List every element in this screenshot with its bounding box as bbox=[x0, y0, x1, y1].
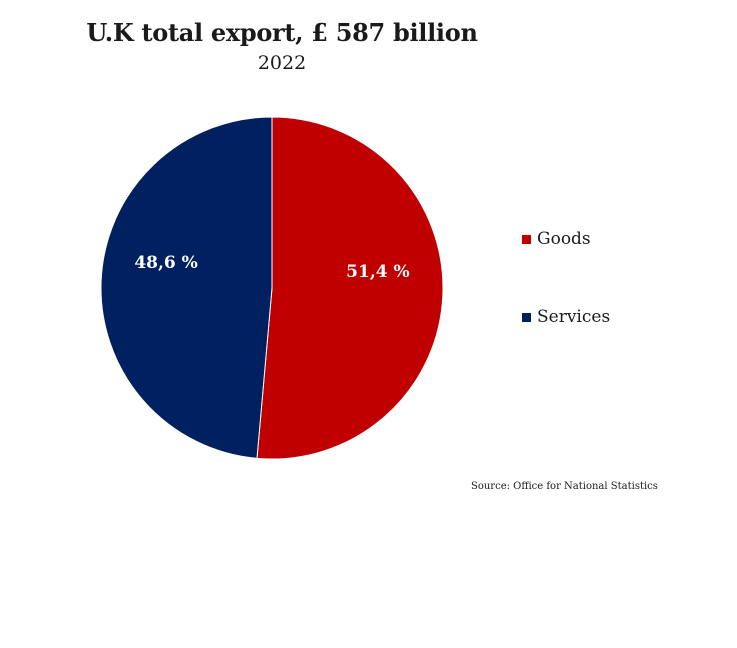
chart-title: U.K total export, £ 587 billion bbox=[86, 18, 478, 47]
pie-slice-goods bbox=[256, 116, 444, 460]
legend-item-services: Services bbox=[522, 307, 610, 327]
legend-swatch-services bbox=[522, 312, 531, 322]
data-label-goods: 51,4 % bbox=[346, 262, 409, 282]
legend-item-goods: Goods bbox=[522, 229, 591, 249]
pie-slice-services bbox=[100, 116, 273, 459]
source-note: Source: Office for National Statistics bbox=[471, 481, 658, 492]
legend-label-services: Services bbox=[537, 307, 611, 327]
legend-label-goods: Goods bbox=[537, 229, 591, 249]
data-label-services: 48,6 % bbox=[134, 253, 197, 273]
chart-subtitle: 2022 bbox=[257, 52, 307, 74]
legend-swatch-goods bbox=[522, 234, 531, 244]
